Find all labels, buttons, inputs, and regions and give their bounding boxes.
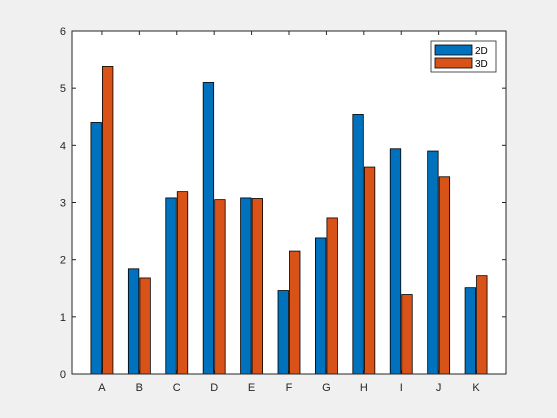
- bar-3D-J: [438, 176, 451, 375]
- x-tick-label: G: [322, 382, 331, 394]
- ticks-layer: 0 1 2 3 4 5 6 A B C D E F G H I J K: [60, 26, 506, 394]
- y-tick-label: 4: [60, 140, 66, 152]
- bar-3D-I: [401, 294, 413, 375]
- legend-label-3D: 3D: [475, 59, 488, 70]
- bar-2D-C: [165, 197, 177, 375]
- bar-2D-I: [389, 148, 402, 375]
- bar-2D-A: [90, 122, 102, 375]
- bar-3D-B: [139, 277, 151, 375]
- bar-3D-F: [289, 250, 301, 375]
- bar-2D-J: [427, 150, 439, 375]
- bar-3D-C: [176, 191, 189, 375]
- bar-3D-G: [326, 217, 338, 375]
- bar-2D-D: [202, 82, 215, 375]
- y-tick-label: 5: [60, 83, 66, 95]
- x-tick-label: B: [136, 382, 143, 394]
- x-tick-label: F: [286, 382, 293, 394]
- x-tick-label: I: [400, 382, 403, 394]
- y-tick-label: 1: [60, 312, 66, 324]
- x-tick-label: E: [248, 382, 255, 394]
- bar-2D-F: [277, 290, 289, 375]
- bar-3D-D: [214, 199, 226, 375]
- bar-3D-A: [102, 66, 114, 375]
- bar-2D-H: [352, 114, 364, 375]
- y-tick-label: 0: [60, 369, 66, 381]
- x-tick-label: K: [472, 382, 480, 394]
- x-tick-label: H: [360, 382, 368, 394]
- x-tick-label: D: [210, 382, 218, 394]
- y-tick-label: 3: [60, 198, 66, 210]
- bar-2D-B: [127, 268, 140, 375]
- bar-2D-K: [464, 287, 476, 375]
- legend-label-2D: 2D: [475, 46, 488, 57]
- y-tick-label: 2: [60, 255, 66, 267]
- bar-2D-E: [240, 197, 252, 375]
- x-tick-label: C: [173, 382, 181, 394]
- x-tick-label: J: [436, 382, 442, 394]
- bar-2D-G: [315, 237, 327, 375]
- y-tick-label: 6: [60, 26, 66, 38]
- bar-3D-H: [363, 166, 376, 375]
- legend-swatch-3D: [434, 57, 473, 69]
- bar-3D-E: [251, 198, 263, 375]
- legend-swatch-2D: [434, 44, 473, 56]
- x-tick-label: A: [98, 382, 106, 394]
- bar-3D-K: [476, 275, 488, 375]
